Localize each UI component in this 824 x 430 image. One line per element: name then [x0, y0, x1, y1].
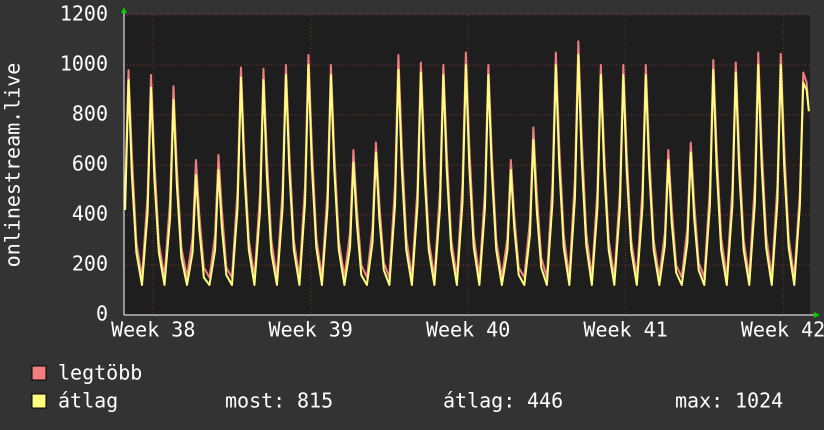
series-line: [124, 54, 810, 286]
x-tick-label: Week 41: [583, 318, 667, 342]
legend-swatch: [31, 365, 47, 381]
stat-label: átlag:: [443, 389, 515, 413]
y-tick-label: 400: [72, 202, 108, 226]
legend: legtöbb átlag most: 815 átlag: 446 max: 1024: [31, 361, 783, 413]
x-tick-label: Week 42: [741, 318, 824, 342]
y-tick-label: 1000: [60, 52, 108, 76]
y-tick-label: 800: [72, 102, 108, 126]
y-arrow: [121, 7, 127, 13]
y-tick-label: 200: [72, 252, 108, 276]
stat-label: most:: [225, 389, 285, 413]
stat-label: max:: [675, 389, 723, 413]
x-arrow: [814, 312, 820, 318]
stat-value: 815: [297, 389, 333, 413]
legend-label: legtöbb: [58, 361, 142, 385]
y-axis-title: onlinestream.live: [1, 63, 25, 268]
stat-value: 446: [527, 389, 563, 413]
y-tick-label: 600: [72, 152, 108, 176]
x-tick-label: Week 38: [111, 318, 195, 342]
stat-value: 1024: [735, 389, 783, 413]
legend-swatch: [31, 393, 47, 409]
y-tick-label: 0: [96, 302, 108, 326]
legend-label: átlag: [58, 389, 118, 413]
y-tick-label: 1200: [60, 2, 108, 26]
lines: [124, 40, 810, 286]
labels: 0 200 400 600 800 1000 1200 Week 38 Week 39 Week …: [60, 2, 824, 342]
x-tick-label: Week 39: [269, 318, 353, 342]
x-tick-label: Week 40: [426, 318, 510, 342]
